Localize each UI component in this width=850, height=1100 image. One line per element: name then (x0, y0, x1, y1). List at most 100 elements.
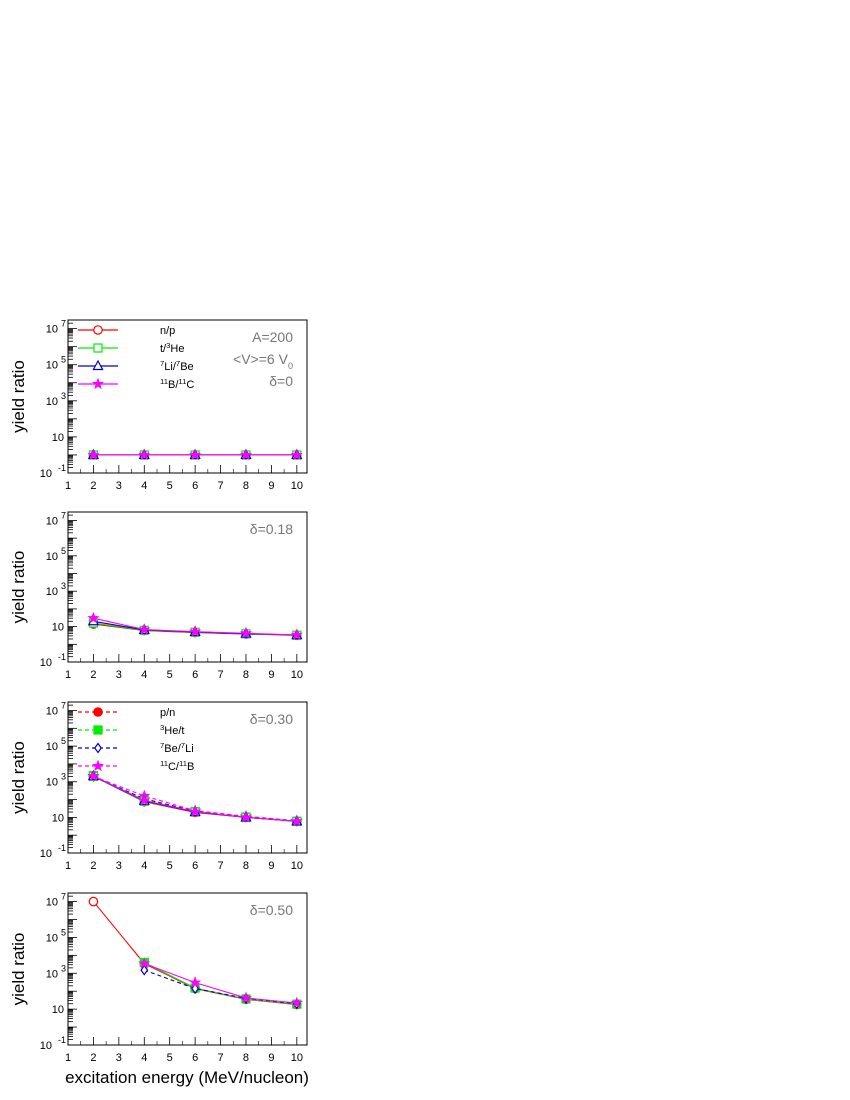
legend-label-superscript: 11 (160, 377, 168, 386)
y-tick-label: 10 (52, 622, 64, 634)
data-point (189, 625, 202, 637)
legend-label: 11C/11B (160, 759, 194, 774)
legend-label: 11B/11C (160, 377, 194, 392)
x-tick-label: 9 (268, 669, 274, 681)
legend-label-part: Li/ (164, 361, 177, 373)
y-tick-exponent: 5 (61, 927, 66, 937)
y-tick-label: 10 (46, 932, 58, 944)
x-tick-label: 5 (167, 669, 173, 681)
y-tick-label: 10 (46, 777, 58, 789)
annotation-subscript: 0 (288, 361, 293, 371)
legend-label-part: B/ (168, 379, 179, 391)
data-point (87, 448, 100, 461)
x-tick-label: 1 (65, 480, 71, 492)
y-tick-label: 10 (46, 551, 58, 563)
y-axis-label: yield ratio (9, 933, 28, 1006)
legend-marker (93, 707, 103, 717)
legend-marker (92, 359, 104, 371)
x-tick-label: 3 (116, 669, 122, 681)
legend-label-superscript: 7 (181, 741, 185, 750)
x-tick-label: 1 (65, 860, 71, 872)
y-tick-label: 10 (52, 1004, 64, 1016)
y-tick-exponent: 3 (61, 963, 66, 973)
annotation: δ=0.18 (250, 521, 293, 537)
y-axis-label: yield ratio (9, 741, 28, 814)
y-tick-label: 10 (46, 968, 58, 980)
data-point (189, 448, 202, 461)
x-tick-label: 6 (192, 669, 198, 681)
x-tick-label: 3 (116, 860, 122, 872)
legend-label: 7Li/7Be (160, 359, 194, 374)
legend-label: p/n (160, 707, 175, 719)
y-tick-label: 10 (40, 1040, 52, 1052)
plot-frame (67, 892, 308, 1046)
x-tick-label: 10 (291, 1052, 303, 1064)
x-tick-label: 1 (65, 1052, 71, 1064)
x-tick-label: 9 (268, 1052, 274, 1064)
legend-label-superscript: 11 (179, 759, 187, 768)
x-tick-label: 5 (167, 860, 173, 872)
y-tick-exponent: -1 (58, 843, 66, 853)
x-tick-label: 5 (167, 1052, 173, 1064)
data-point (290, 814, 303, 827)
y-tick-exponent: 5 (61, 736, 66, 746)
y-tick-exponent: 7 (61, 319, 66, 329)
y-tick-exponent: 7 (61, 700, 66, 710)
y-axis-label: yield ratio (9, 360, 28, 433)
data-point (87, 611, 100, 624)
legend-label-part: He (170, 343, 184, 355)
legend-label: t/3He (160, 341, 184, 356)
x-tick-label: 9 (268, 860, 274, 872)
x-tick-label: 7 (217, 669, 223, 681)
legend-label-superscript: 3 (160, 723, 164, 732)
legend-label: 3He/t (160, 723, 184, 738)
x-tick-label: 7 (217, 1052, 223, 1064)
legend-marker (94, 742, 102, 754)
y-tick-label: 10 (46, 897, 58, 909)
y-tick-exponent: 3 (61, 581, 66, 591)
data-point (138, 623, 151, 635)
data-point (239, 991, 253, 1004)
series-line (144, 961, 297, 1005)
annotation: A=200 (252, 329, 293, 345)
y-tick-exponent: 5 (61, 546, 66, 556)
series-line (144, 963, 297, 1004)
data-point (189, 976, 202, 988)
x-tick-label: 2 (90, 860, 96, 872)
x-tick-label: 10 (291, 669, 303, 681)
data-point (290, 448, 303, 461)
legend-label-part: Be/ (164, 743, 181, 755)
legend-marker (91, 759, 105, 772)
legend-label-part: B (187, 761, 194, 773)
x-tick-label: 7 (217, 860, 223, 872)
annotation: δ=0.50 (250, 902, 293, 918)
x-tick-label: 6 (192, 480, 198, 492)
data-point (138, 957, 151, 969)
x-tick-label: 10 (291, 480, 303, 492)
data-point (140, 964, 149, 976)
y-tick-label: 10 (40, 657, 52, 669)
x-tick-label: 7 (217, 480, 223, 492)
x-tick-label: 8 (243, 1052, 249, 1064)
y-tick-label: 10 (46, 360, 58, 372)
legend-label-superscript: 7 (176, 359, 180, 368)
y-tick-exponent: 7 (61, 510, 66, 520)
data-point (290, 628, 303, 641)
x-tick-label: 4 (141, 1052, 147, 1064)
y-tick-label: 10 (46, 586, 58, 598)
y-tick-label: 10 (40, 468, 52, 480)
legend-label-part: C/ (168, 761, 180, 773)
legend-label-superscript: 3 (166, 341, 170, 350)
legend-marker (91, 377, 105, 390)
x-tick-label: 8 (243, 480, 249, 492)
legend-label-part: Be (180, 361, 193, 373)
x-tick-label: 2 (90, 480, 96, 492)
legend-marker (93, 325, 103, 335)
x-tick-label: 1 (65, 669, 71, 681)
x-tick-label: 10 (291, 860, 303, 872)
data-point (88, 896, 99, 907)
